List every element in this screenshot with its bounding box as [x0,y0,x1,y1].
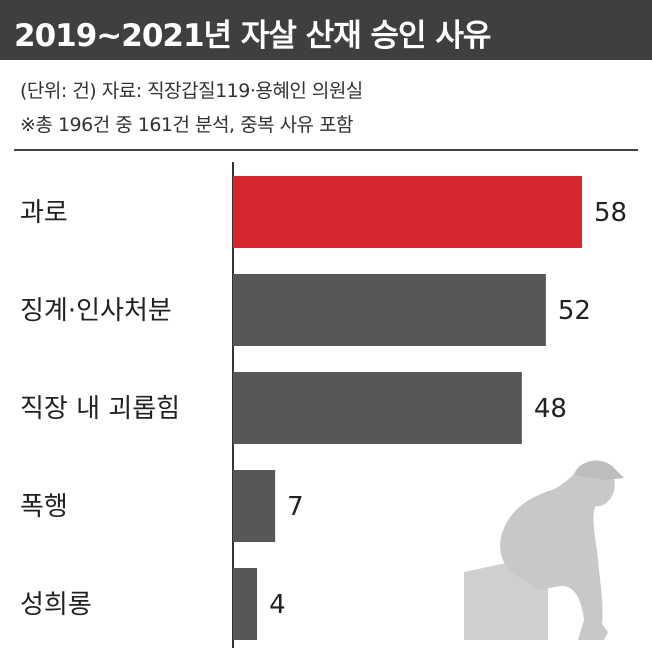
title-bar: 2019~2021년 자살 산재 승인 사유 [0,0,652,60]
cap-shape [574,460,624,480]
seated-person-silhouette-icon [464,460,624,640]
value-label-harassment: 48 [534,394,567,424]
bars-group: 과로 58 징계·인사처분 52 직장 내 괴롭힘 48 폭행 7 성희롱 4 [20,176,627,640]
value-label-overwork: 58 [594,198,627,228]
bar-overwork [233,176,582,248]
header-divider [14,149,638,151]
chart-title: 2019~2021년 자살 산재 승인 사유 [14,18,491,54]
bar-harassment [233,372,522,444]
category-label-harassment: 직장 내 괴롭힘 [20,394,180,424]
bar-assault [233,470,276,542]
value-label-sexual-harassment: 4 [269,590,286,620]
bar-discipline [233,274,546,346]
category-label-discipline: 징계·인사처분 [20,296,172,326]
analysis-note: ※총 196건 중 161건 분석, 중복 사유 포함 [20,114,354,136]
value-label-assault: 7 [287,492,304,522]
bar-sexual-harassment [233,568,258,640]
value-label-discipline: 52 [558,296,591,326]
category-label-assault: 폭행 [20,492,68,522]
person-body-shape [500,463,615,640]
category-label-overwork: 과로 [20,198,68,228]
category-label-sexual-harassment: 성희롱 [20,590,92,620]
source-note: (단위: 건) 자료: 직장갑질119·용혜인 의원실 [20,80,363,102]
